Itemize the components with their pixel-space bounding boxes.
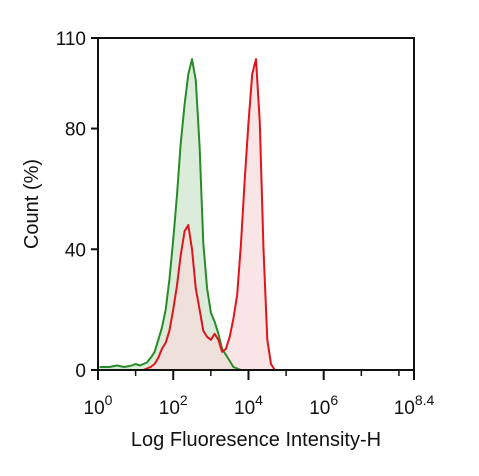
series-1-area xyxy=(99,59,241,370)
x-axis-title: Log Fluoresence Intensity-H xyxy=(131,429,381,451)
plot-frame xyxy=(97,37,415,371)
x-tick-label: 108.4 xyxy=(394,392,435,419)
y-tick-label: 40 xyxy=(65,240,86,261)
x-tick-label: 100 xyxy=(84,392,113,419)
series-1-line xyxy=(99,58,242,371)
x-tick-label: 104 xyxy=(234,392,263,419)
y-tick-label: 80 xyxy=(65,120,86,141)
ticks-layer: 0 40 80 110 100 102 104 106 108.4 xyxy=(56,29,435,419)
y-tick-label: 110 xyxy=(56,29,86,50)
y-tick-label: 0 xyxy=(75,361,86,382)
x-tick-label: 106 xyxy=(309,392,338,419)
x-tick-label: 102 xyxy=(159,392,188,419)
y-axis-title: Count (%) xyxy=(21,159,43,249)
series-layer xyxy=(99,58,276,371)
series-2-line xyxy=(142,58,276,371)
